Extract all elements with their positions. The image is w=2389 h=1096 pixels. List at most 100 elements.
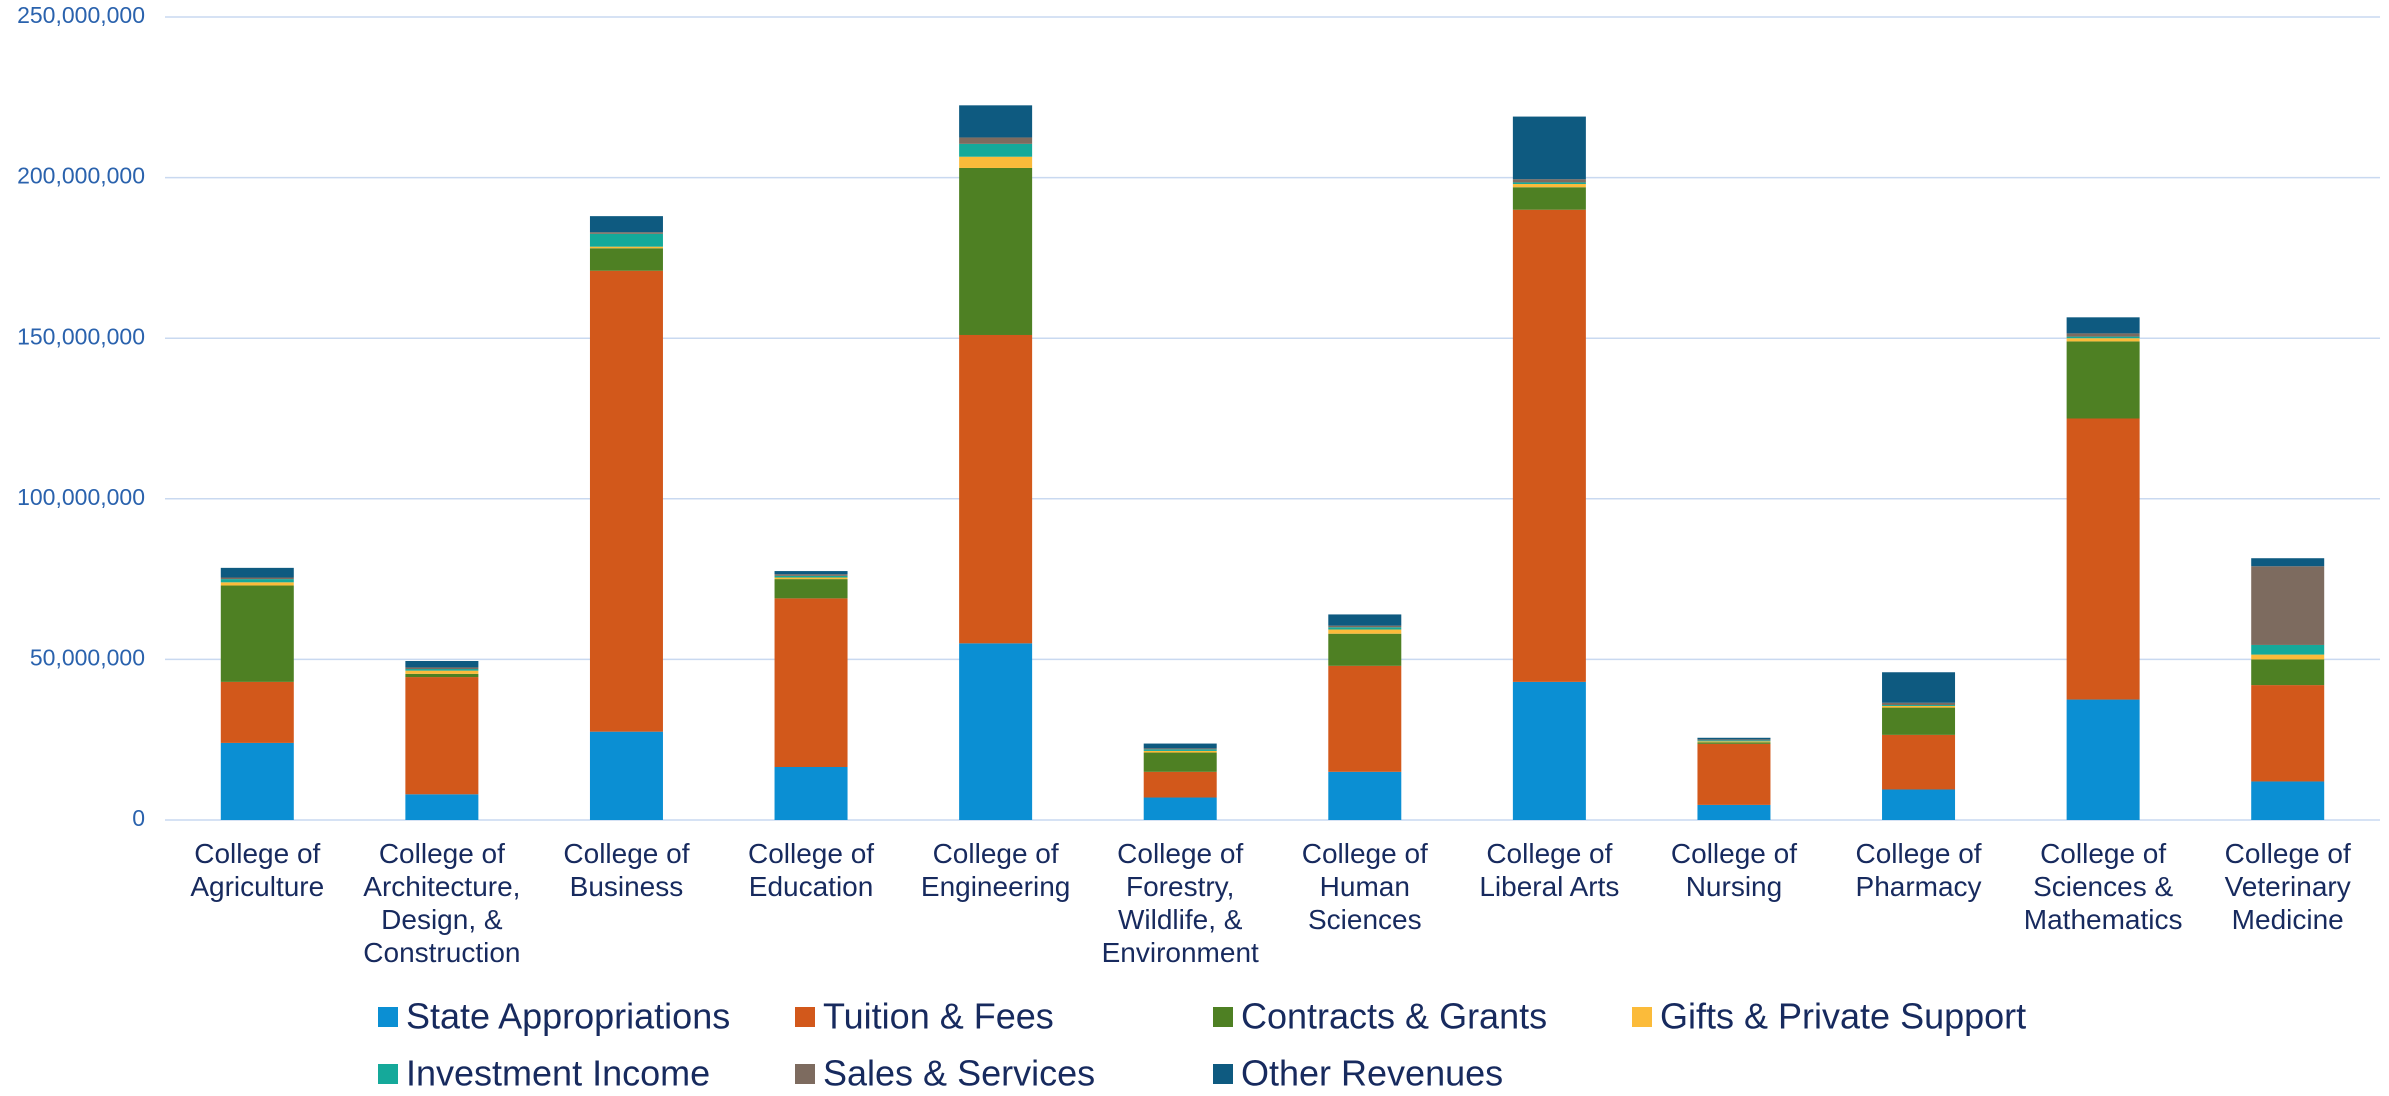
bar-segment [774,579,848,599]
legend-label: Gifts & Private Support [1660,996,2026,1037]
bar-segment [959,137,1033,144]
bar-segment [405,673,479,678]
bar-segment [1882,705,1956,706]
x-tick-label: College of Business [563,838,689,902]
x-tick-label: College of Engineering [921,838,1070,902]
bar-segment [589,246,663,249]
bar-segment [1328,625,1402,628]
bar-segment [405,669,479,671]
bar-segment [1328,627,1402,630]
legend-label: State Appropriations [406,996,730,1037]
bar-segment [1697,739,1771,741]
y-tick-label: 150,000,000 [17,323,145,349]
bar-segment [774,598,848,768]
legend-swatch [1213,1007,1233,1027]
bar-segment [1882,734,1956,790]
legend-swatch [378,1007,398,1027]
legend-swatch [795,1007,815,1027]
bar-segment [1512,184,1586,188]
bar-segment [220,567,294,578]
bar-segment [1697,742,1771,744]
legend-label: Tuition & Fees [823,996,1054,1037]
bar-segment [2066,336,2140,339]
bar-segment [220,681,294,743]
y-tick-label: 0 [132,805,145,831]
legend-label: Other Revenues [1241,1053,1503,1091]
x-tick-label: College of Nursing [1671,838,1797,902]
y-tick-label: 50,000,000 [30,644,145,670]
bar-segment [1328,614,1402,626]
bar-segment [2066,418,2140,700]
legend-swatch [378,1064,398,1084]
bar-segment [959,156,1033,168]
bar-segment [1328,771,1402,820]
bar-segment [1328,629,1402,634]
bar-segment [2251,558,2325,567]
bar-segment [405,667,479,670]
bar-segment [2251,566,2325,645]
bar-segment [959,167,1033,335]
bar-segment [2066,317,2140,334]
bar-segment [1328,633,1402,666]
bar-segment [1143,797,1217,820]
bar-segment [959,334,1033,644]
bar-segment [220,582,294,586]
bar-segment [774,577,848,580]
bar-segment [1697,741,1771,743]
bar-segment [405,677,479,795]
legend-swatch [1213,1064,1233,1084]
bar-segment [959,643,1033,820]
x-tick-label: College of Agriculture [190,838,324,902]
bar-segment [1697,804,1771,820]
bar-segment [1697,740,1771,742]
x-tick-label: College of Human Sciences [1302,838,1428,935]
bar-segment [2066,338,2140,342]
legend-label: Sales & Services [823,1053,1095,1091]
bar-segment [959,143,1033,157]
bar-segment [1143,748,1217,750]
bar-segment [1512,209,1586,682]
bar-segment [2251,644,2325,655]
bar-segment [2066,341,2140,419]
bar-segment [2251,659,2325,686]
bar-segment [220,579,294,583]
bar-segment [589,232,663,234]
legend-swatch [1632,1007,1652,1027]
bar-segment [774,571,848,575]
y-tick-label: 100,000,000 [17,484,145,510]
bar-segment [1512,116,1586,180]
bar-segment [1697,737,1771,740]
x-tick-label: College of Veterinary Medicine [2225,838,2351,935]
bar-segment [1882,702,1956,706]
bar-segment [1512,187,1586,210]
bar-segment [1143,743,1217,749]
x-tick-label: College of Pharmacy [1855,838,1981,902]
bar-segment [405,794,479,820]
legend-label: Investment Income [406,1053,710,1091]
bar-segment [1143,752,1217,772]
bar-segment [1882,789,1956,820]
bar-segment [1512,182,1586,185]
bar-segment [220,577,294,580]
bar-segment [405,670,479,674]
y-tick-label: 250,000,000 [17,2,145,28]
bar-segment [2066,699,2140,820]
bar-segment [774,767,848,820]
bar-segment [774,575,848,578]
y-tick-label: 200,000,000 [17,163,145,189]
bar-segment [589,270,663,732]
x-tick-label: College of Architecture, Design, & Construc… [363,838,520,968]
bar-segment [589,216,663,233]
bar-segment [959,105,1033,138]
bar-segment [774,574,848,576]
x-tick-label: College of Sciences & Mathematics [2024,838,2183,935]
bar-segment [220,742,294,820]
x-tick-label: College of Forestry, Wildlife, & Environmen… [1102,838,1259,968]
bar-segment [1882,707,1956,735]
bar-segment [1143,771,1217,798]
legend-swatch [795,1064,815,1084]
bar-segment [589,248,663,271]
bar-segment [1697,743,1771,805]
bar-segment [2251,685,2325,782]
